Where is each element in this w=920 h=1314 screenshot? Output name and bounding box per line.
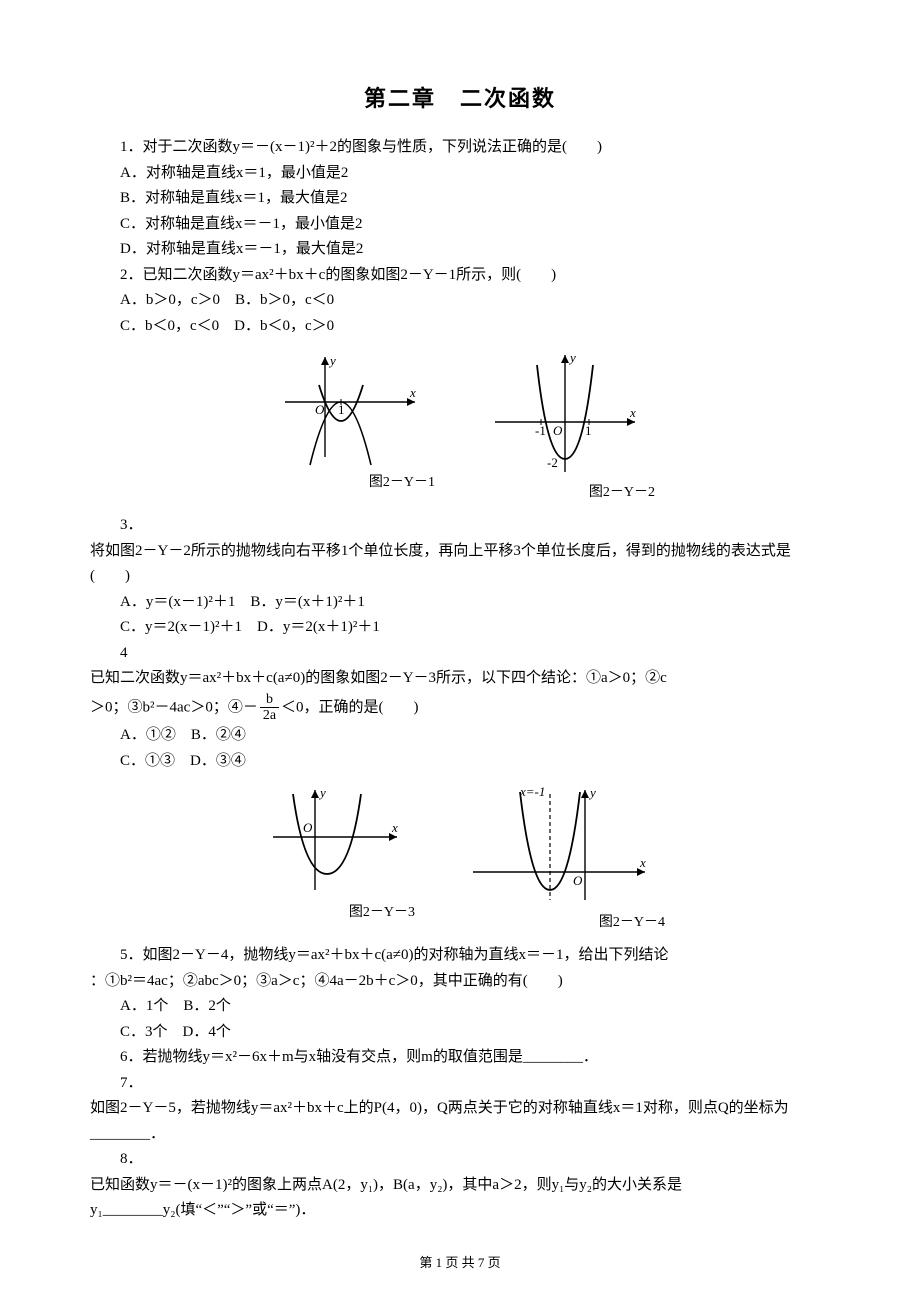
q1-optB: B．对称轴是直线x＝1，最大值是2 [90,186,830,212]
q1-optA: A．对称轴是直线x＝1，最小值是2 [90,161,830,187]
q4-frac-num: b [260,692,279,708]
q4-stem2: ＞0；③b²－4ac＞0；④－b2a＜0，正确的是( ) [90,692,830,724]
q1-stem: 1．对于二次函数y＝－(x－1)²＋2的图象与性质，下列说法正确的是( ) [90,135,830,161]
q5-optsCD: C．3个 D．4个 [90,1020,830,1046]
svg-text:y: y [328,353,336,368]
fig4-caption: 图2－Y－4 [599,911,665,935]
q3-optsCD: C．y＝2(x－1)²＋1 D．y＝2(x＋1)²＋1 [90,615,830,641]
svg-text:y: y [318,785,326,800]
q3-optsAB: A．y＝(x－1)²＋1 B．y＝(x＋1)²＋1 [90,590,830,616]
q4-frac-den: 2a [260,708,279,723]
svg-text:O: O [303,820,313,835]
q4-stem2b: ＜0，正确的是( ) [281,699,419,715]
q5-optsAB: A．1个 B．2个 [90,994,830,1020]
svg-text:O: O [573,873,583,888]
q8-lead: 8． [90,1147,830,1173]
fig4-svg: O x y x=-1 [465,782,655,907]
q1-optC: C．对称轴是直线x＝－1，最小值是2 [90,212,830,238]
svg-text:y: y [588,785,596,800]
q4-stem1: 已知二次函数y＝ax²＋bx＋c(a≠0)的图象如图2－Y－3所示，以下四个结论… [90,666,830,692]
q4-fraction: b2a [260,692,279,724]
figure-row-2: O x y 图2－Y－3 O x y x=-1 图2－Y－4 [90,782,830,935]
fig3-svg: O x y [265,782,405,897]
svg-text:1: 1 [585,423,592,438]
q2-stem: 2．已知二次函数y＝ax²＋bx＋c的图象如图2－Y－1所示，则( ) [90,263,830,289]
fig3-caption: 图2－Y－3 [349,901,415,925]
q4-stem2a: ＞0；③b²－4ac＞0；④－ [90,699,258,715]
fig2-svg: O -1 1 -2 x y [485,347,645,477]
q8-stem: 已知函数y＝－(x－1)²的图象上两点A(2，y₁)，B(a，y₂)，其中a＞2… [90,1173,830,1224]
chapter-title: 第二章 二次函数 [90,80,830,117]
figure-2y1: O 1 x y 图2－Y－1 [275,347,425,505]
fig2-caption: 图2－Y－2 [589,481,655,505]
svg-text:-1: -1 [535,423,546,438]
fig1-caption: 图2－Y－1 [369,471,435,495]
figure-2y4: O x y x=-1 图2－Y－4 [465,782,655,935]
figure-2y3: O x y 图2－Y－3 [265,782,405,935]
q5-stem2: ：①b²＝4ac；②abc＞0；③a＞c；④4a－2b＋c＞0，其中正确的有( … [90,969,830,995]
figure-row-1: O 1 x y 图2－Y－1 O -1 1 -2 x y [90,347,830,505]
q2-optsAB: A．b＞0，c＞0 B．b＞0，c＜0 [90,288,830,314]
q5-stem: 5．如图2－Y－4，抛物线y＝ax²＋bx＋c(a≠0)的对称轴为直线x＝－1，… [90,943,830,969]
q4-optsCD: C．①③ D．③④ [90,749,830,775]
q3-lead: 3． [90,513,830,539]
q6-stem: 6．若抛物线y＝x²－6x＋m与x轴没有交点，则m的取值范围是________． [90,1045,830,1071]
svg-text:y: y [568,350,576,365]
svg-text:x: x [639,855,646,870]
fig1-svg: O 1 x y [275,347,425,467]
q7-lead: 7． [90,1071,830,1097]
svg-text:-2: -2 [547,455,558,470]
q4-optsAB: A．①② B．②④ [90,723,830,749]
svg-text:x: x [629,405,636,420]
q7-stem: 如图2－Y－5，若抛物线y＝ax²＋bx＋c上的P(4，0)，Q两点关于它的对称… [90,1096,830,1147]
q2-optsCD: C．b＜0，c＜0 D．b＜0，c＞0 [90,314,830,340]
page-footer: 第 1 页 共 7 页 [90,1252,830,1274]
q3-stem: 将如图2－Y－2所示的抛物线向右平移1个单位长度，再向上平移3个单位长度后，得到… [90,539,830,590]
q4-lead: 4 [90,641,830,667]
svg-text:x: x [409,385,416,400]
figure-2y2: O -1 1 -2 x y 图2－Y－2 [485,347,645,505]
svg-text:x=-1: x=-1 [519,784,545,799]
svg-text:O: O [553,423,563,438]
svg-text:x: x [391,820,398,835]
q1-optD: D．对称轴是直线x＝－1，最大值是2 [90,237,830,263]
